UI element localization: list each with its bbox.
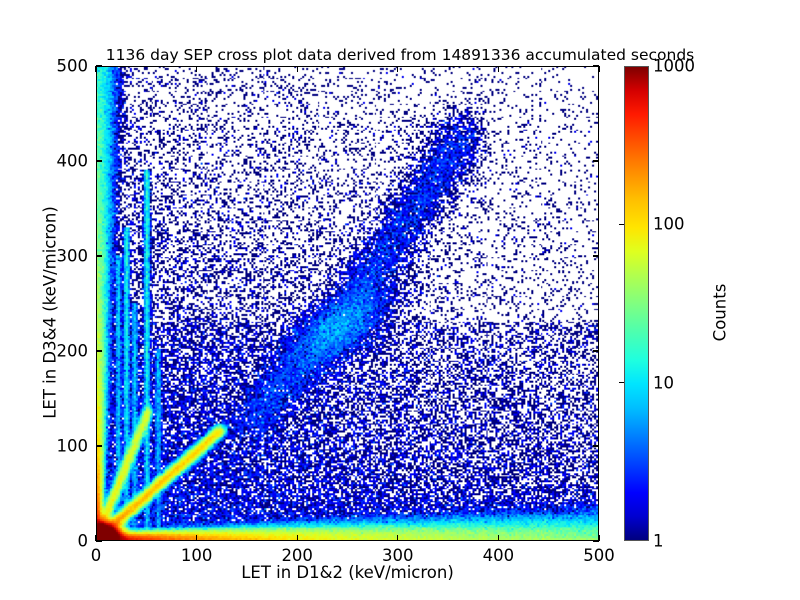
- y-axis-tick-label: 400: [56, 151, 89, 171]
- colorbar: [624, 66, 649, 541]
- y-axis-tick: [96, 65, 102, 67]
- colorbar-tick-label: 100: [653, 214, 685, 234]
- x-axis-tick-label: 400: [482, 546, 515, 565]
- y-axis-tick-label: 0: [77, 531, 89, 551]
- colorbar-tick: [619, 223, 624, 225]
- x-axis-tick-top: [397, 66, 399, 72]
- x-axis-tick-top: [497, 66, 499, 72]
- title-line-1: 1136 day SEP cross plot data derived fro…: [105, 46, 695, 64]
- y-axis-tick: [96, 445, 102, 447]
- x-axis-tick: [397, 535, 399, 541]
- y-axis-tick: [96, 255, 102, 257]
- colorbar-tick-label: 1000: [653, 56, 695, 76]
- y-axis-tick-right: [593, 160, 599, 162]
- y-axis-tick-label: 500: [56, 56, 89, 76]
- x-axis-tick-top: [598, 66, 600, 72]
- x-axis-tick-top: [196, 66, 198, 72]
- y-axis-tick: [96, 350, 102, 352]
- x-axis-tick-label: 300: [382, 546, 414, 565]
- x-axis-tick: [296, 535, 298, 541]
- x-axis-tick-label: 500: [583, 546, 615, 565]
- y-axis-tick-right: [593, 540, 599, 542]
- y-axis-tick-label: 300: [56, 246, 89, 266]
- colorbar-tick: [619, 382, 624, 384]
- x-axis-tick-label: 100: [180, 546, 213, 565]
- x-axis-tick: [598, 535, 600, 541]
- y-axis-tick-label: 100: [56, 436, 89, 456]
- y-axis-tick: [96, 540, 102, 542]
- y-axis-tick-right: [593, 350, 599, 352]
- density-scatter-plot: [97, 67, 598, 540]
- x-axis-tick: [196, 535, 198, 541]
- colorbar-label: Counts: [710, 283, 730, 342]
- y-axis-tick-right: [593, 445, 599, 447]
- colorbar-tick-label: 1: [653, 531, 664, 551]
- y-axis-tick-right: [593, 65, 599, 67]
- x-axis-label: LET in D1&2 (keV/micron): [241, 563, 454, 582]
- x-axis-tick-top: [95, 66, 97, 72]
- y-axis-tick: [96, 160, 102, 162]
- x-axis-tick: [497, 535, 499, 541]
- y-axis-label: LET in D3&4 (keV/micron): [40, 206, 60, 419]
- x-axis-tick: [95, 535, 97, 541]
- x-axis-tick-label: 200: [281, 546, 313, 565]
- y-axis-tick-right: [593, 255, 599, 257]
- y-axis-tick-label: 200: [56, 341, 89, 361]
- plot-area: [96, 66, 599, 541]
- colorbar-tick-label: 10: [653, 373, 674, 393]
- x-axis-tick-label: 0: [90, 546, 102, 565]
- x-axis-tick-top: [296, 66, 298, 72]
